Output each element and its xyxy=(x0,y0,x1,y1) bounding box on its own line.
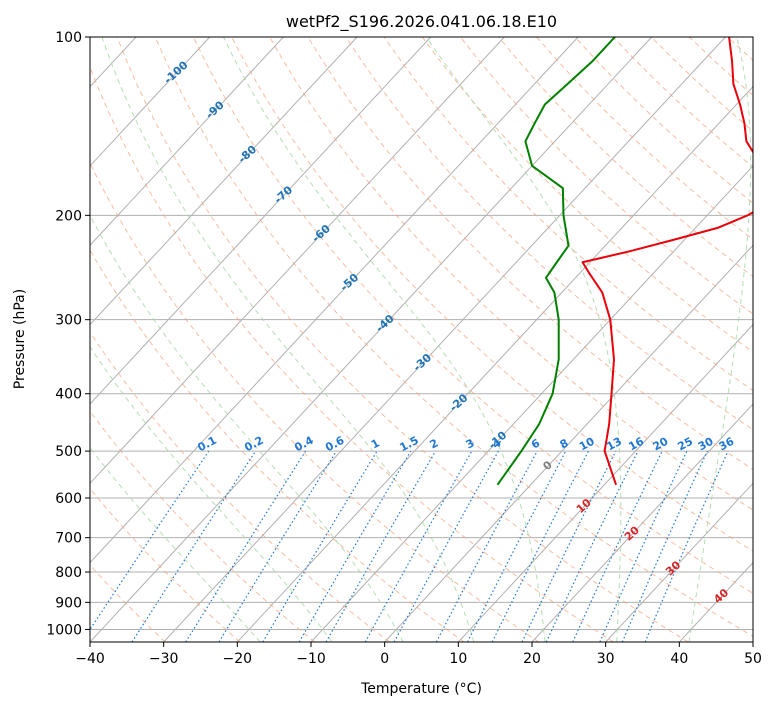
moist-adiabat-line xyxy=(90,214,404,642)
mixing-ratio-label: 13 xyxy=(604,435,624,454)
isotherm-line xyxy=(310,165,753,642)
dry-adiabat-line xyxy=(90,161,540,642)
x-tick-label: 0 xyxy=(380,651,389,667)
mixing-ratio-lines xyxy=(90,450,729,642)
dry-adiabats xyxy=(90,37,753,642)
dry-adiabat-line xyxy=(90,65,614,642)
moist-adiabat-line xyxy=(90,345,333,642)
isotherms xyxy=(90,37,753,642)
mixing-ratio-label: 20 xyxy=(651,435,671,454)
x-tick-label: −20 xyxy=(223,651,253,667)
temperature-series-line xyxy=(581,37,753,486)
dry-adiabat-line xyxy=(383,37,753,392)
mixing-ratio-line xyxy=(218,450,337,642)
isotherm-line xyxy=(163,37,726,642)
mixing-ratio-line xyxy=(599,450,688,642)
isotherm-line xyxy=(90,37,284,247)
isotherm-line xyxy=(90,37,653,642)
sounding-series xyxy=(496,37,753,486)
x-tick-label: 40 xyxy=(670,651,688,667)
x-tick-label: 50 xyxy=(744,651,762,667)
isotherm-line xyxy=(457,323,753,642)
y-tick-label: 900 xyxy=(55,595,82,611)
isotherm-line xyxy=(531,403,753,642)
x-tick-label: −30 xyxy=(149,651,179,667)
chart-title: wetPf2_S196.2026.041.06.18.E10 xyxy=(286,12,557,32)
x-tick-label: 30 xyxy=(597,651,615,667)
mixing-ratio-line xyxy=(491,450,590,642)
y-tick-label: 700 xyxy=(55,531,82,547)
dry-adiabat-line xyxy=(90,331,390,642)
dry-adiabat-line xyxy=(192,37,753,594)
mixing-ratio-label: 36 xyxy=(717,435,737,454)
moist-adiabat-line xyxy=(425,37,622,642)
y-tick-label: 300 xyxy=(55,313,82,329)
y-axis: 1000 900 800 700 600 500 400 300 200 100 xyxy=(46,30,90,638)
dry-adiabat-line xyxy=(116,37,689,642)
mixing-ratio-line xyxy=(435,450,538,642)
y-axis-title: Pressure (hPa) xyxy=(12,289,28,389)
isotherm-line xyxy=(90,37,579,564)
y-tick-label: 400 xyxy=(55,387,82,403)
mixing-ratio-label: 10 xyxy=(577,435,597,454)
mixing-ratio-line xyxy=(393,450,499,642)
isotherm-line xyxy=(384,244,753,642)
y-tick-label: 800 xyxy=(55,565,82,581)
x-tick-label: −40 xyxy=(75,651,105,667)
y-tick-label: 600 xyxy=(55,491,82,507)
y-tick-label: 100 xyxy=(55,30,82,46)
dry-adiabat-line xyxy=(154,37,753,637)
dry-adiabat-line xyxy=(269,37,753,511)
mixing-ratio-label: 16 xyxy=(626,435,646,454)
x-tick-label: 20 xyxy=(523,651,541,667)
mixing-ratio-line xyxy=(621,450,708,642)
mixing-ratio-label: 30 xyxy=(696,435,716,454)
x-tick-label: 10 xyxy=(449,651,467,667)
y-tick-label: 500 xyxy=(55,444,82,460)
isotherm-line xyxy=(605,482,753,642)
mixing-ratio-line xyxy=(131,450,257,642)
dry-adiabat-line xyxy=(90,410,315,642)
isotherm-line xyxy=(90,37,211,167)
moist-adiabat-line xyxy=(101,37,475,642)
y-tick-label: 200 xyxy=(55,208,82,224)
moist-adiabat-line xyxy=(688,37,752,642)
dry-adiabat-line xyxy=(231,37,753,552)
moist-adiabats xyxy=(90,37,752,642)
mixing-ratio-label: 25 xyxy=(675,435,695,454)
x-axis: −40 −30 −20 −10 0 10 20 30 40 50 xyxy=(75,642,762,667)
mixing-ratio-line xyxy=(364,450,473,642)
isotherm-line xyxy=(90,37,505,485)
isotherm-line xyxy=(90,37,358,326)
x-tick-label: −10 xyxy=(296,651,326,667)
plot-frame xyxy=(89,36,754,643)
x-axis-title: Temperature (°C) xyxy=(360,681,482,697)
isotherm-line xyxy=(236,85,753,642)
dewpoint-series-line xyxy=(496,37,616,486)
y-tick-label: 1000 xyxy=(46,622,82,638)
mixing-ratio-line xyxy=(644,450,729,642)
mixing-ratio-line xyxy=(90,450,210,631)
isotherm-line xyxy=(90,37,432,405)
mixing-ratio-line xyxy=(521,450,617,642)
